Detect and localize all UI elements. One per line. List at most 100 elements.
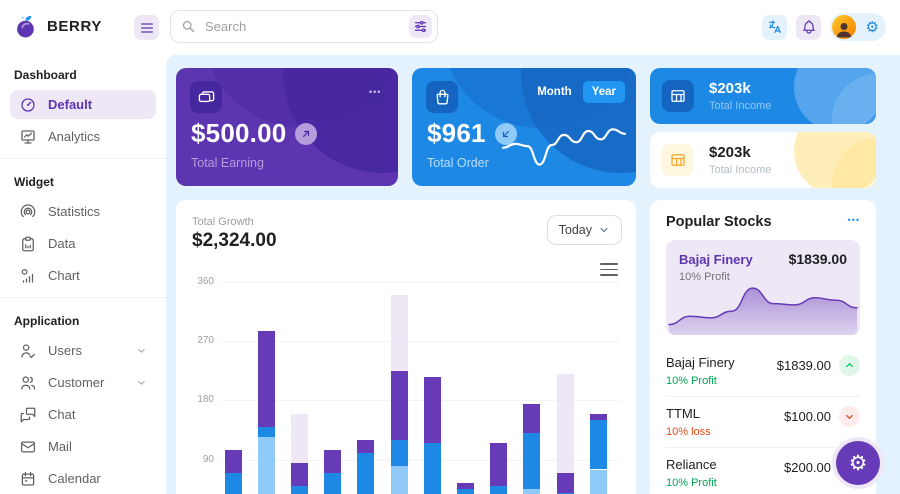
chart-icon [18,266,38,286]
bar-Mar-Profit [290,463,308,487]
stock-row[interactable]: TTML 10% loss $100.00 [666,397,860,447]
menu-icon [139,20,155,36]
bar-Jan-Loss [224,472,242,494]
toggle-year-button[interactable]: Year [582,81,625,103]
sidebar-item-calendar[interactable]: Calendar [10,464,156,493]
gridline [222,459,620,461]
header-actions: ⚙ [762,13,886,41]
header: BERRY [0,0,900,55]
featured-stock-name: Bajaj Finery [679,252,753,267]
users-icon [18,341,38,361]
theme-settings-fab[interactable]: ⚙ [836,441,880,485]
gear-icon: ⚙ [865,17,879,36]
chevron-down-icon [135,344,148,357]
y-axis-label: 180 [197,394,214,406]
sidebar-section-title: Application [14,314,80,328]
sidebar-item-chart[interactable]: Chart [10,261,156,290]
order-sparkline-chart [501,128,627,166]
total-growth-card: Total Growth $2,324.00 Today 90 180 270 … [176,200,636,494]
total-earning-card: ••• $500.00 Total Earning [176,68,398,186]
sidebar-section-title: Widget [14,175,54,189]
divider [0,158,166,159]
chat-icon [18,405,38,425]
search-settings-button[interactable] [409,15,432,38]
total-earning-label: Total Earning [191,156,264,170]
brand-name: BERRY [47,18,102,35]
stock-change: 10% Profit [666,375,717,387]
featured-stock-change: 10% Profit [679,271,730,283]
sidebar-item-statistics[interactable]: Statistics [10,197,156,226]
y-axis-label: 270 [197,335,214,347]
bar-Apr-Loss [324,472,342,494]
search-bar [170,10,438,43]
total-income-value: $203k [709,144,751,161]
chart-toolbar-menu-button[interactable] [600,263,618,276]
arrow-up-right-icon [295,122,318,145]
period-select-button[interactable]: Today [546,215,622,245]
search-input[interactable] [203,18,402,35]
earning-card-menu-button[interactable]: ••• [363,81,385,103]
bar-Jan-Profit [224,449,242,473]
total-growth-label: Total Growth [192,216,254,228]
bell-icon [801,19,817,35]
sidebar-item-data[interactable]: Data [10,229,156,258]
calendar-icon [18,469,38,489]
gridline [222,281,620,283]
growth-bar-chart: 90 180 270 360JanFebMarAprMayJunJulAugSe… [176,200,636,494]
berry-logo-icon [14,14,39,39]
total-growth-value: $2,324.00 [192,230,277,251]
bar-May-Loss [357,453,375,494]
featured-stock-card[interactable]: Bajaj Finery $1839.00 10% Profit [666,240,860,335]
bar-Aug-Profit [456,482,474,490]
bar-Apr-Profit [324,449,342,473]
arrow-down-left-icon [494,122,517,145]
stock-price: $1839.00 [776,358,831,373]
total-income-light-card: $203k Total Income [650,132,876,188]
divider [666,396,860,397]
stock-row[interactable]: Bajaj Finery 10% Profit $1839.00 [666,346,860,396]
bar-Sep-Profit [490,443,508,486]
featured-stock-price: $1839.00 [788,251,847,267]
profile-menu-button[interactable]: ⚙ [830,13,886,41]
bar-Feb-Investment [257,436,275,494]
menu-toggle-button[interactable] [134,15,159,40]
sidebar-item-users[interactable]: Users [10,336,156,365]
bar-Oct-Profit [523,403,541,434]
stock-price: $100.00 [784,409,831,424]
bar-Feb-Loss [257,426,275,437]
notifications-button[interactable] [796,14,821,40]
language-icon [767,19,783,35]
stock-change: 10% Profit [666,477,717,489]
chevron-up-icon [839,355,860,376]
sidebar-item-analytics[interactable]: Analytics [10,122,156,151]
bar-Oct-Loss [523,433,541,490]
sidebar-item-customer[interactable]: Customer [10,368,156,397]
divider [0,297,166,298]
toggle-month-button[interactable]: Month [528,81,580,103]
sidebar-section-title: Dashboard [14,68,77,82]
total-income-value: $203k [709,80,751,97]
bar-Nov-Profit [556,472,574,493]
bar-Jun-Maintenance [390,294,408,371]
bar-Oct-Investment [523,489,541,494]
bar-Jul-Loss [423,443,441,494]
total-income-dark-card: $203k Total Income [650,68,876,124]
stock-name: Reliance [666,457,717,472]
sidebar-item-chat[interactable]: Chat [10,400,156,429]
stock-name: TTML [666,406,700,421]
total-order-label: Total Order [427,156,489,170]
chevron-down-icon [839,406,860,427]
total-order-value: $961 [427,118,486,148]
bar-Mar-Loss [290,486,308,494]
language-button[interactable] [762,14,787,40]
sidebar-item-mail[interactable]: Mail [10,432,156,461]
storefront-icon [662,80,694,112]
stock-row[interactable]: Reliance 10% Profit $200.00 [666,448,860,494]
chevron-down-icon [135,376,148,389]
period-select-value: Today [558,223,592,237]
stocks-menu-button[interactable]: ••• [844,212,864,229]
storefront-icon [662,144,694,176]
credit-card-icon [190,81,222,113]
sidebar-item-default[interactable]: Default [10,90,156,119]
